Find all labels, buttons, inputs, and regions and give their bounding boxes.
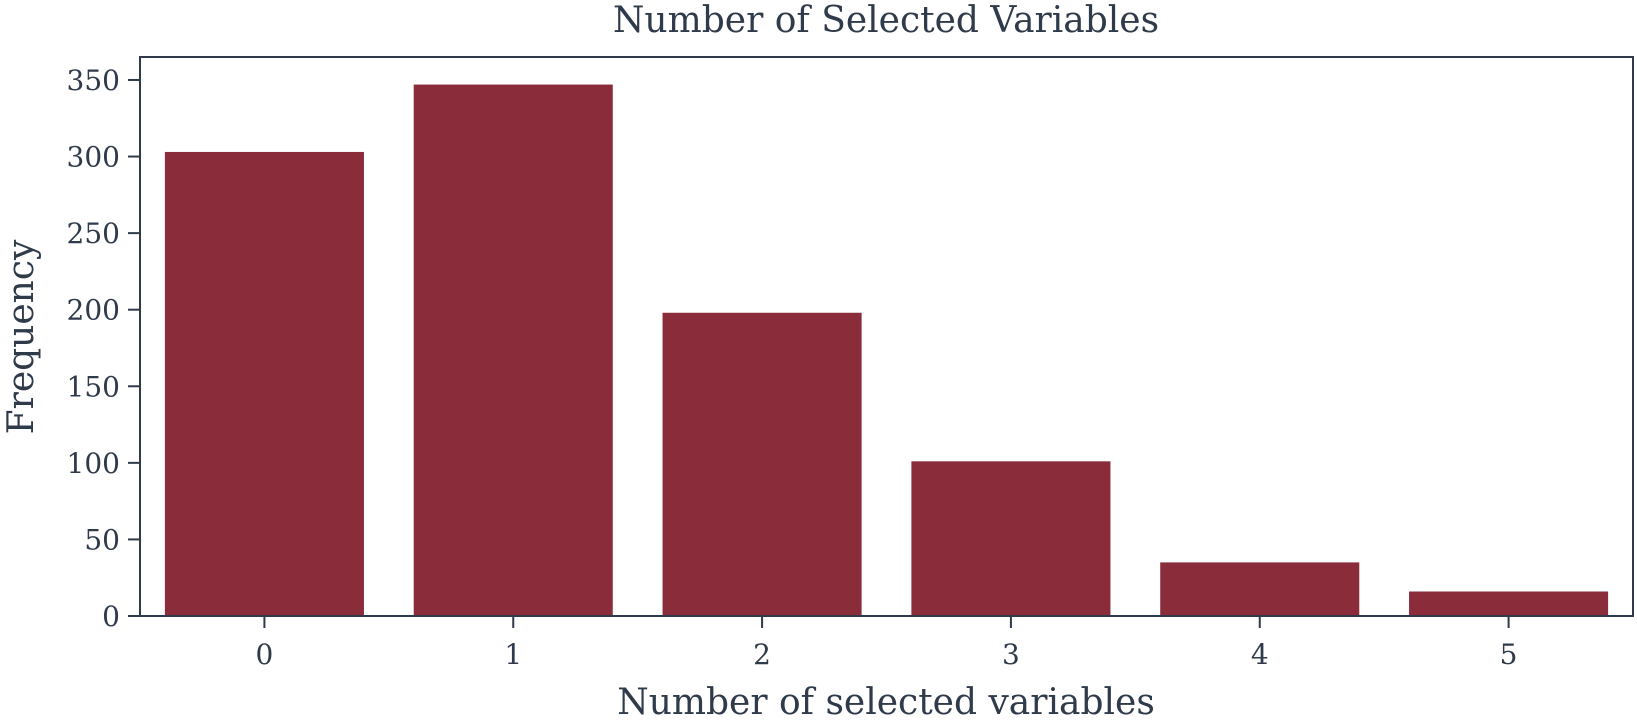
y-tick-label: 200 [67,294,120,327]
x-axis-label: Number of selected variables [617,682,1155,723]
bar-1 [413,84,613,616]
y-tick-label: 0 [102,600,120,633]
bars-group [164,84,1609,616]
y-tick-label: 100 [67,447,120,480]
y-axis-label: Frequency [1,239,42,434]
y-axis: 0 50 100 150 200 250 300 350 [67,64,140,633]
x-tick-label: 0 [256,638,274,671]
x-axis: 0 1 2 3 4 5 [256,616,1518,671]
y-tick-label: 150 [67,370,120,403]
x-tick-label: 2 [753,638,771,671]
x-tick-label: 1 [504,638,522,671]
y-tick-label: 350 [67,64,120,97]
plot-frame [139,56,1634,617]
bar-0 [164,151,364,616]
y-tick-label: 50 [84,523,120,556]
bar-3 [911,461,1111,616]
x-tick-label: 3 [1002,638,1020,671]
bar-5 [1409,591,1609,616]
chart-title: Number of Selected Variables [613,0,1159,41]
x-tick-label: 5 [1500,638,1518,671]
y-tick-label: 300 [67,141,120,174]
y-tick-label: 250 [67,217,120,250]
x-tick-label: 4 [1251,638,1269,671]
bar-2 [662,312,862,616]
bar-4 [1160,562,1360,616]
